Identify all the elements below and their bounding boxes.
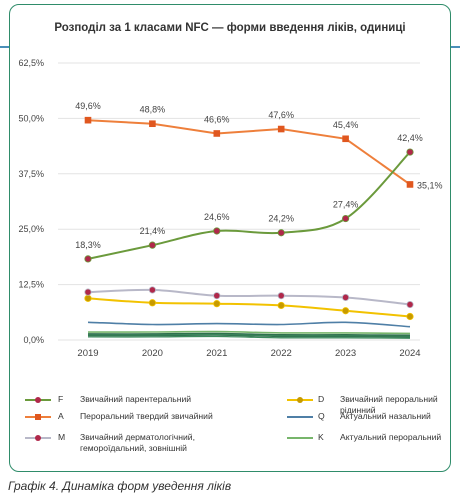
chart-title: Розподіл за 1 класами NFC — форми введен…	[54, 22, 406, 34]
legend-label: Актуальний назальний	[340, 411, 431, 421]
x-tick-label: 2023	[335, 348, 356, 359]
series-k-line	[87, 332, 411, 336]
x-tick-label: 2022	[271, 348, 292, 359]
series-f-data-label: 42,4%	[397, 133, 423, 143]
legend-label: Пероральний твердий звичайний	[80, 411, 213, 421]
series-f-data-label: 18,3%	[75, 240, 101, 250]
series-f-point	[406, 148, 414, 156]
series-a-data-label: 48,8%	[140, 105, 166, 115]
series-a-point	[213, 130, 221, 137]
series-a-data-label: 45,4%	[333, 120, 359, 130]
series-k-line	[87, 334, 411, 338]
series-m-point	[84, 288, 92, 296]
series-m-point	[213, 292, 221, 300]
legend-label: Звичайний дерматологічний, гемороїдальни…	[80, 432, 195, 453]
series-f-data-label: 27,4%	[333, 200, 359, 210]
legend-code: Q	[318, 411, 325, 421]
y-tick-label: 25,0%	[18, 224, 44, 234]
series-k-line	[87, 333, 411, 337]
legend-swatch-q	[287, 416, 313, 418]
series-q-line	[87, 321, 411, 328]
x-tick-label: 2024	[399, 348, 420, 359]
series-a-line	[87, 119, 411, 186]
series-f-data-label: 24,6%	[204, 212, 230, 222]
legend-code: M	[58, 432, 66, 442]
legend-code: K	[318, 432, 324, 442]
y-tick-label: 0,0%	[23, 335, 44, 345]
series-d-point	[213, 300, 221, 308]
series-f-point	[84, 255, 92, 263]
legend-label: Звичайний пероральний рідинний	[340, 394, 438, 415]
x-tick-label: 2019	[77, 348, 98, 359]
series-a-data-label: 49,6%	[75, 101, 101, 111]
series-f-data-label: 21,4%	[140, 226, 166, 236]
series-m-line	[87, 288, 411, 306]
chart-frame	[9, 4, 451, 472]
legend-marker-m	[35, 434, 41, 441]
series-m-point	[148, 286, 156, 294]
series-d-point	[277, 301, 285, 310]
series-d-point	[341, 307, 350, 315]
legend-code: F	[58, 394, 64, 404]
series-a-point	[277, 125, 285, 133]
series-f-point	[341, 214, 350, 223]
y-tick-label: 37,5%	[18, 169, 44, 179]
series-d-line	[87, 297, 411, 318]
series-m-point	[406, 300, 414, 309]
x-tick-label: 2020	[142, 348, 163, 359]
series-a-data-label: 47,6%	[268, 110, 294, 120]
legend-label: Актуальний пероральний	[340, 432, 442, 442]
series-m-point	[341, 293, 350, 302]
y-tick-label: 62,5%	[18, 58, 44, 68]
series-d-point	[84, 294, 92, 302]
legend-marker-f	[35, 396, 41, 403]
y-tick-label: 50,0%	[18, 113, 44, 123]
legend-label: Звичайний парентеральний	[80, 394, 192, 404]
series-f-point	[213, 227, 221, 235]
series-d-point	[148, 299, 156, 307]
series-k-line	[87, 330, 411, 335]
series-a-data-label: 35,1%	[417, 180, 443, 190]
series-f-point	[277, 229, 285, 237]
series-k-line	[87, 335, 411, 339]
series-a-point	[149, 120, 156, 128]
figure-caption: Графік 4. Динаміка форм уведення ліків	[8, 479, 232, 493]
legend-swatch-k	[287, 437, 313, 439]
x-tick-label: 2021	[206, 348, 227, 359]
series-f-point	[148, 241, 156, 249]
series-a-data-label: 46,6%	[204, 114, 230, 124]
series-a-point	[406, 181, 414, 188]
y-tick-label: 12,5%	[18, 280, 44, 290]
legend-code: A	[58, 411, 64, 421]
series-a-point	[342, 135, 349, 143]
series-m-point	[277, 292, 285, 300]
legend-marker-a	[35, 413, 41, 420]
series-f-data-label: 24,2%	[268, 214, 294, 224]
legend-marker-d	[297, 396, 303, 403]
legend-code: D	[318, 394, 325, 404]
series-f-line	[87, 151, 411, 260]
series-d-point	[406, 312, 414, 321]
series-a-point	[84, 116, 92, 124]
